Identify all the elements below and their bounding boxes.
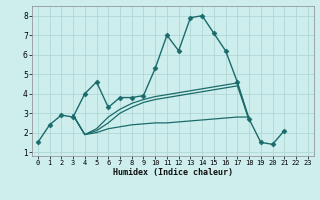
X-axis label: Humidex (Indice chaleur): Humidex (Indice chaleur) — [113, 168, 233, 177]
